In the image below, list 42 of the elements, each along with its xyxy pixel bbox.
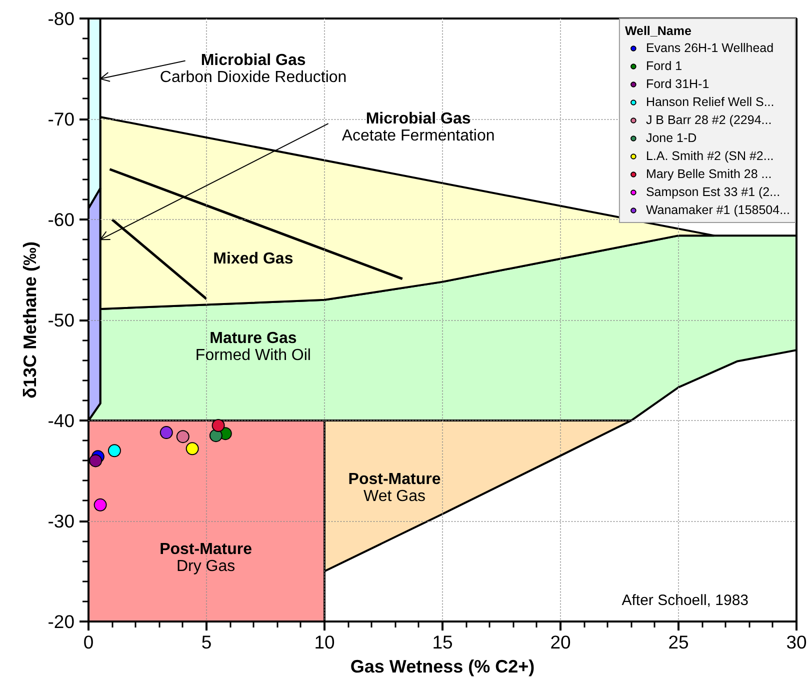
x-tick-label: 0 xyxy=(83,632,94,652)
point xyxy=(89,454,102,468)
point xyxy=(186,442,199,456)
x-tick-label: 20 xyxy=(550,632,571,652)
legend-label: Wanamaker #1 (158504... xyxy=(646,203,790,217)
legend-title: Well_Name xyxy=(624,24,692,38)
y-tick-label: -70 xyxy=(48,108,75,130)
point xyxy=(160,426,173,440)
y-axis-title: δ13C Methane (‰) xyxy=(20,242,40,398)
y-tick-label: -30 xyxy=(48,510,75,532)
legend-label: Ford 31H-1 xyxy=(646,77,710,91)
legend-label: Mary Belle Smith 28 ... xyxy=(646,167,772,181)
legend-label: Hanson Relief Well S... xyxy=(646,95,774,109)
y-tick-label: -50 xyxy=(48,310,75,330)
x-tick-label: 30 xyxy=(786,632,807,652)
annotation: Microbial Gas Carbon Dioxide Reduction xyxy=(160,52,347,86)
y-tick-label: -20 xyxy=(48,611,75,632)
point xyxy=(108,444,121,458)
annotation: After Schoell, 1983 xyxy=(622,592,749,609)
point xyxy=(176,430,190,444)
x-axis-title: Gas Wetness (% C2+) xyxy=(350,656,535,676)
legend-label: L.A. Smith #2 (SN #2... xyxy=(646,149,774,163)
annotation: Post-Mature Wet Gas xyxy=(348,470,441,505)
point xyxy=(209,429,222,442)
y-tick-label: -80 xyxy=(48,8,75,29)
y-tick-label: -60 xyxy=(48,209,75,230)
x-tick-label: 25 xyxy=(668,632,689,652)
annotation: Mature Gas Formed With Oil xyxy=(195,330,311,364)
x-tick-label: 10 xyxy=(314,632,335,652)
legend-label: Sampson Est 33 #1 (2... xyxy=(646,185,780,199)
point xyxy=(94,498,107,512)
y-tick-label: -40 xyxy=(48,410,75,431)
legend-label: J B Barr 28 #2 (2294... xyxy=(646,113,772,127)
legend-label: Ford 1 xyxy=(646,59,682,73)
point xyxy=(212,419,225,432)
legend-label: Evans 26H-1 Wellhead xyxy=(646,41,774,55)
x-tick-label: 15 xyxy=(432,632,453,652)
annotation: Microbial Gas Acetate Fermentation xyxy=(342,110,495,145)
annotation: Post-Mature Dry Gas xyxy=(160,540,252,575)
x-tick-label: 5 xyxy=(201,632,212,652)
legend-label: Jone 1-D xyxy=(646,131,697,145)
annotation: Mixed Gas xyxy=(213,250,294,268)
